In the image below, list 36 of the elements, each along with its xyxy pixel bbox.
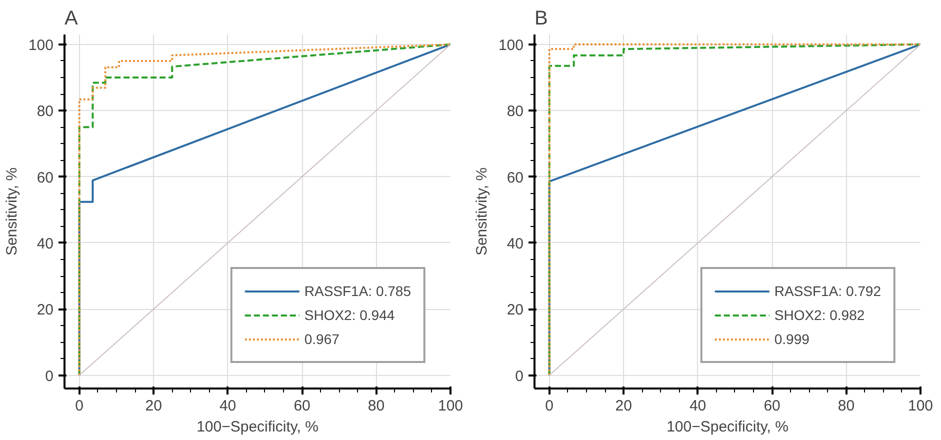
y-tick-label: 60 (36, 169, 54, 186)
chart-title: B (534, 8, 548, 30)
x-tick-label: 40 (689, 398, 706, 414)
y-tick-label: 20 (506, 302, 524, 319)
y-tick-label: 40 (506, 235, 524, 252)
y-tick-label: 100 (498, 36, 524, 54)
y-tick-label: 60 (506, 169, 524, 186)
y-tick-label: 0 (515, 368, 524, 385)
legend-label: 0.999 (774, 331, 810, 347)
legend-label: RASSF1A: 0.792 (774, 283, 881, 299)
x-tick-label: 80 (368, 398, 385, 414)
x-tick-label: 100 (908, 398, 934, 414)
x-tick-label: 40 (219, 398, 236, 414)
y-tick-label: 100 (28, 36, 54, 54)
x-tick-label: 0 (75, 398, 84, 414)
legend-label: 0.967 (304, 331, 340, 347)
y-tick-label: 80 (36, 103, 54, 120)
legend-label: SHOX2: 0.944 (304, 307, 395, 323)
x-tick-label: 100 (438, 398, 464, 414)
x-tick-label: 80 (838, 398, 855, 414)
x-tick-label: 0 (545, 398, 554, 414)
x-tick-label: 60 (764, 398, 780, 414)
x-tick-label: 20 (615, 398, 632, 414)
x-tick-label: 20 (145, 398, 162, 414)
y-axis-title: Sensitivity, % (473, 167, 490, 256)
y-axis-title: Sensitivity, % (3, 167, 20, 256)
y-tick-label: 20 (36, 302, 54, 319)
y-tick-label: 80 (506, 103, 524, 120)
y-tick-label: 0 (45, 368, 54, 385)
y-tick-label: 40 (36, 235, 54, 252)
x-axis-title: 100−Specificity, % (196, 418, 318, 436)
chart-title: A (64, 8, 78, 30)
x-axis-title: 100−Specificity, % (666, 418, 788, 436)
legend-label: RASSF1A: 0.785 (304, 283, 411, 299)
x-tick-label: 60 (294, 398, 310, 414)
legend-label: SHOX2: 0.982 (774, 307, 865, 323)
